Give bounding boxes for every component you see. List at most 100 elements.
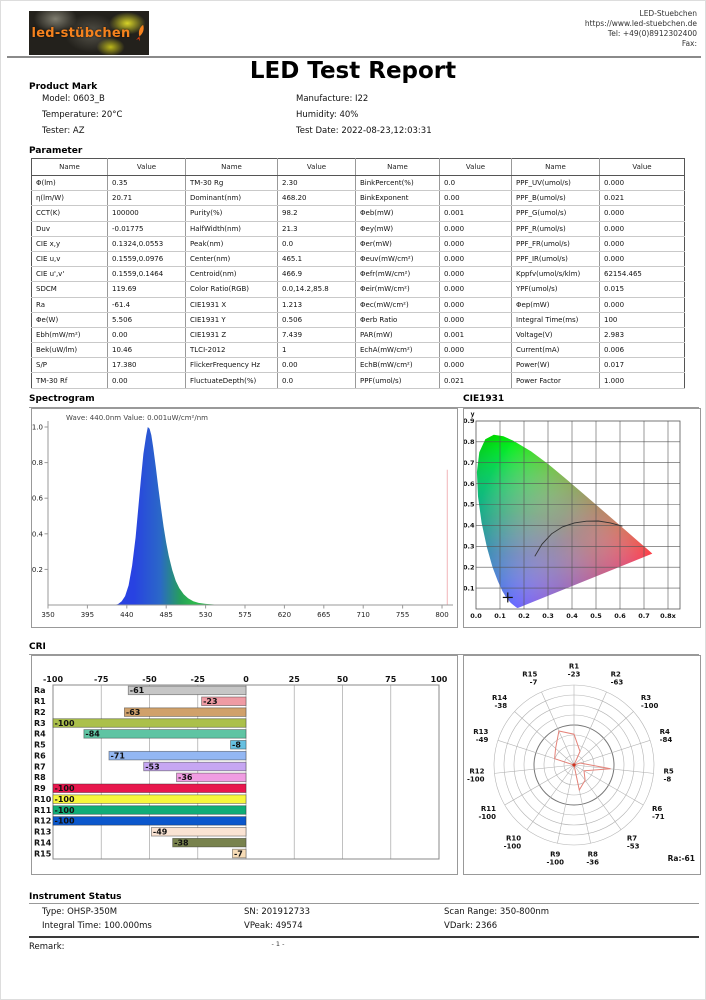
param-name-cell: Φeuv(mW/cm²) (355, 251, 440, 268)
param-name-cell: YPF(umol/s) (511, 281, 600, 298)
radar-value-label: -7 (530, 679, 538, 687)
radar-value-label: -71 (652, 813, 665, 821)
cri-radar-svg: R1-23 R2-63R3-100R4-84R5-8R6-71R7-53R8-36… (467, 663, 695, 867)
param-value-cell: 2.983 (599, 327, 685, 344)
radar-category-label: R13 (473, 728, 488, 736)
cri-bar (172, 837, 247, 848)
spectrogram-rule (29, 407, 699, 408)
param-name-cell: Peak(nm) (185, 236, 278, 252)
instrument-sn: SN: 201912733 (244, 907, 310, 917)
param-value-cell: 0.015 (599, 281, 685, 298)
cri-bar (143, 761, 247, 772)
param-name-cell: Φer(mW) (355, 236, 440, 252)
param-header-row: Name Value Name Value Name Value Name Value (31, 158, 685, 176)
radar-spoke (573, 764, 644, 806)
cri-value-label: -8 (232, 741, 241, 750)
x-tick-label: 485 (160, 611, 173, 619)
param-name-cell: PPF_R(umol/s) (511, 221, 600, 237)
param-name-cell: η(lm/W) (31, 190, 108, 207)
page-number: - 1 - (271, 940, 285, 948)
product-tester: Tester: AZ (42, 126, 85, 136)
x-tick-label: 710 (357, 611, 370, 619)
x-tick-label: 530 (199, 611, 212, 619)
param-row: Duv -0.01775 HalfWidth(nm) 21.3 Φey(mW) 0.000… (31, 221, 685, 237)
radar-value-label: -38 (494, 702, 507, 710)
parameter-table: Name Value Name Value Name Value Name Value Φ(l… (31, 158, 685, 389)
param-name-cell: Purity(%) (185, 205, 278, 222)
param-name-cell: Φeir(mW/cm²) (355, 281, 440, 298)
cri-row-label: R11 (34, 806, 52, 815)
radar-value-label: -63 (611, 679, 624, 687)
instrument-vdark: VDark: 2366 (444, 921, 498, 931)
radar-value-label: -84 (660, 736, 673, 744)
cie-x-label: 0.3 (542, 612, 554, 620)
param-header-cell: Name (511, 158, 600, 176)
param-value-cell: 2.30 (277, 175, 356, 192)
param-value-cell: 465.1 (277, 251, 356, 268)
param-name-cell: PPF_G(umol/s) (511, 205, 600, 222)
param-name-cell: BinkPercent(%) (355, 175, 440, 192)
param-name-cell: Φe(W) (31, 312, 108, 328)
cri-value-label: -53 (145, 762, 159, 771)
param-name-cell: Φ(lm) (31, 175, 108, 192)
cie-x-label: 0.0 (470, 612, 482, 620)
radar-category-label: R15 (522, 671, 537, 679)
param-name-cell: EchA(mW/cm²) (355, 342, 440, 359)
cri-value-label: -100 (55, 795, 75, 804)
cri-value-label: -38 (174, 838, 189, 847)
param-value-cell: 17.380 (107, 357, 186, 374)
logo: led-stübchen (29, 11, 149, 55)
cie-y-label: 0.7 (464, 459, 475, 467)
cri-axis-label: -50 (142, 675, 157, 684)
param-name-cell: Φeb(mW) (355, 205, 440, 222)
param-name-cell: PPF_FR(umol/s) (511, 236, 600, 252)
cri-row-label: R15 (34, 849, 52, 858)
y-tick-label: 0.6 (32, 495, 44, 503)
cri-bar (52, 718, 247, 728)
param-name-cell: Bek(uW/lm) (31, 342, 108, 359)
x-tick-label: 575 (238, 611, 251, 619)
cri-radar-chart: R1 -23 R2 -63 R3 -100 R4 -84 R5 -8 R6 -71 R7 -53 R8 -36… (463, 655, 701, 875)
cri-bar (52, 805, 247, 815)
param-value-cell: 21.3 (277, 221, 356, 237)
cri-value-label: -63 (126, 708, 140, 717)
param-value-cell: 0.000 (599, 236, 685, 252)
x-tick-label: 665 (317, 611, 330, 619)
param-header-cell: Value (599, 158, 685, 176)
remark-label: Remark: (29, 942, 65, 952)
product-model: Model: 0603_B (42, 94, 105, 104)
cri-row-label: R10 (34, 795, 52, 804)
parameter-table-body: Φ(lm) 0.35 TM-30 Rg 2.30 BinkPercent(%) 0.0 PP… (31, 175, 685, 389)
cie-x-label: 0.6 (614, 612, 626, 620)
param-value-cell: 0.000 (599, 251, 685, 268)
cri-bar (124, 707, 247, 717)
param-row: SDCM 119.69 Color Ratio(RGB) 0.0,14.2,85.8 Φ… (31, 281, 685, 298)
param-name-cell: EchB(mW/cm²) (355, 357, 440, 374)
spectrogram-heading: Spectrogram (29, 394, 95, 404)
param-value-cell: 0.000 (439, 312, 512, 328)
cri-bar (230, 740, 247, 750)
cie-y-label: 0.1 (464, 584, 475, 592)
y-tick-label: 0.2 (32, 566, 43, 574)
x-tick-label: 620 (278, 611, 291, 619)
param-name-cell: CIE x,y (31, 236, 108, 252)
instrument-status-heading: Instrument Status (29, 892, 122, 902)
cri-axis-label: 25 (289, 675, 301, 684)
parameter-table-head: Name Value Name Value Name Value Name Value (31, 158, 685, 176)
spectrogram-svg: 0.2 0.4 0.6 0.8 1.0 350 395 440 485 530 575 620 665 7… (32, 414, 453, 619)
y-tick-label: 0.4 (32, 530, 44, 538)
y-tick-label: 1.0 (32, 424, 43, 432)
radar-category-label: R10 (506, 834, 521, 842)
param-row: Ra -61.4 CIE1931 X 1.213 Φec(mW/cm²) 0.000 Φep… (31, 297, 685, 313)
cri-row-label: R13 (34, 828, 51, 837)
cri-bar (127, 685, 247, 696)
cri-axis-label: -100 (43, 675, 63, 684)
radar-spoke (573, 739, 651, 766)
param-name-cell: Center(nm) (185, 251, 278, 268)
param-name-cell: PPF(umol/s) (355, 372, 440, 389)
param-name-cell: Ra (31, 297, 108, 313)
radar-category-label: R5 (664, 767, 674, 775)
radar-category-label: R9 (550, 850, 560, 858)
param-header-cell: Name (31, 158, 108, 176)
company-url: https://www.led-stuebchen.de (584, 19, 697, 28)
